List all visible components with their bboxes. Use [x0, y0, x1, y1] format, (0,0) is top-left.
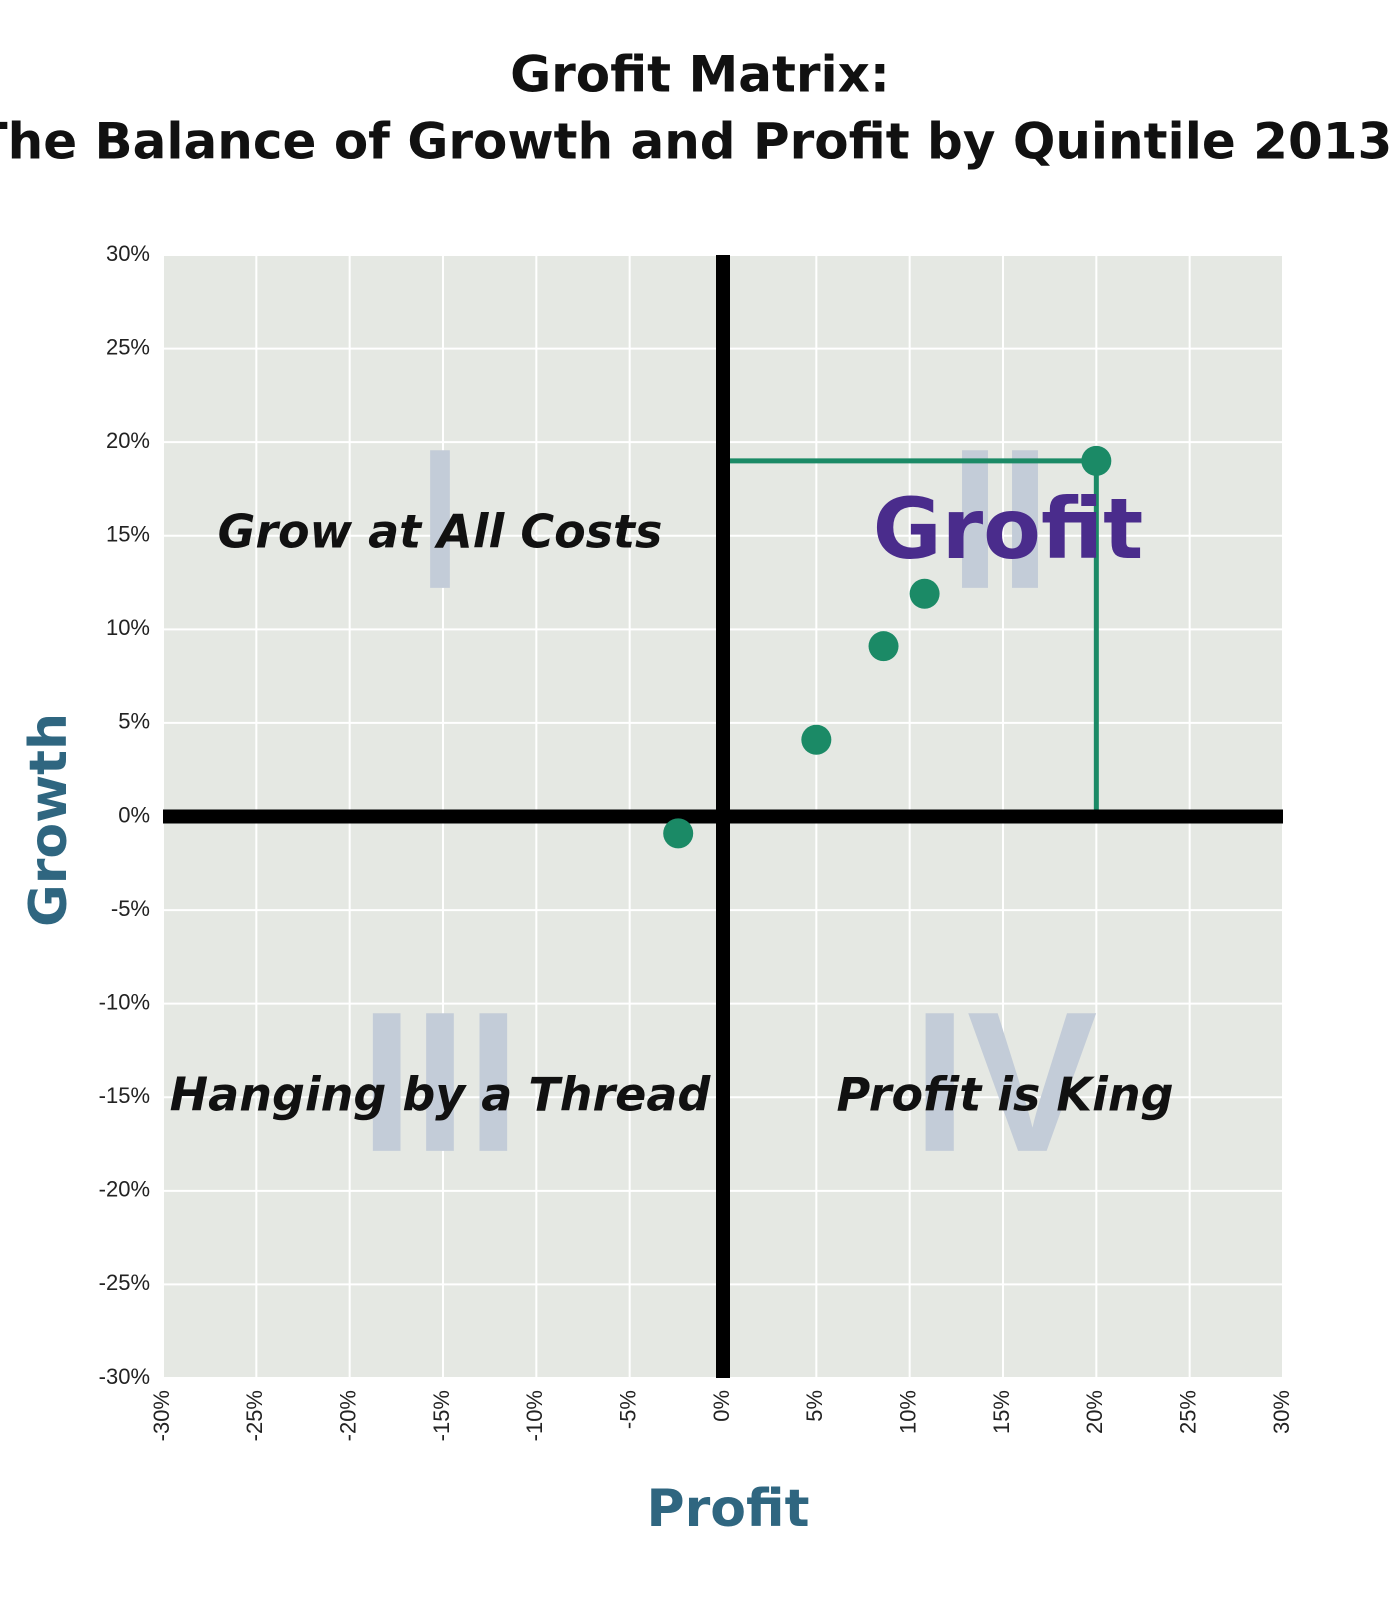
chart-title: Grofit Matrix:: [510, 46, 890, 104]
quadrant-label: Profit is King: [836, 1068, 1173, 1122]
point: [801, 724, 832, 755]
point: [663, 818, 694, 849]
x-tick-label: 5%: [802, 1390, 827, 1422]
x-tick-label: -20%: [335, 1390, 360, 1441]
point: [909, 578, 940, 609]
y-tick-label: -25%: [99, 1270, 150, 1295]
y-tick-label: 25%: [106, 334, 150, 359]
quadrant-label: Hanging by a Thread: [170, 1068, 712, 1122]
y-tick-label: -5%: [111, 896, 150, 921]
x-tick-label: -25%: [242, 1390, 267, 1441]
quadrant-label: Grow at All Costs: [218, 505, 663, 559]
quadrant-label: Grofit: [873, 480, 1144, 578]
y-tick-label: -20%: [99, 1177, 150, 1202]
quadrant-numeral: I: [421, 408, 459, 631]
x-tick-label: -5%: [615, 1390, 640, 1429]
point: [1081, 445, 1112, 476]
y-tick-label: -10%: [99, 989, 150, 1014]
y-tick-label: 0%: [118, 802, 150, 827]
x-tick-label: 25%: [1175, 1390, 1200, 1434]
x-tick-label: 10%: [895, 1390, 920, 1434]
y-tick-label: 15%: [106, 522, 150, 547]
y-tick-label: 10%: [106, 615, 150, 640]
y-tick-label: 5%: [118, 709, 150, 734]
y-tick-label: 20%: [106, 428, 150, 453]
x-tick-label: -15%: [429, 1390, 454, 1441]
y-tick-label: 30%: [106, 241, 150, 266]
point: [868, 631, 899, 662]
quadrant-numeral: II: [950, 408, 1050, 631]
chart-subtitle: The Balance of Growth and Profit by Quin…: [0, 113, 1390, 171]
y-tick-label: -30%: [99, 1364, 150, 1389]
x-tick-label: -10%: [522, 1390, 547, 1441]
y-axis-label: Growth: [19, 713, 79, 927]
y-tick-label: -15%: [99, 1083, 150, 1108]
x-tick-label: 15%: [989, 1390, 1014, 1434]
x-tick-label: 30%: [1269, 1390, 1294, 1434]
quadrant-numeral: IV: [913, 971, 1098, 1194]
x-axis-label: Profit: [647, 1479, 810, 1539]
x-tick-label: 20%: [1082, 1390, 1107, 1434]
x-tick-label: -30%: [149, 1390, 174, 1441]
x-tick-label: 0%: [709, 1390, 734, 1422]
quadrant-numeral: III: [360, 971, 520, 1194]
